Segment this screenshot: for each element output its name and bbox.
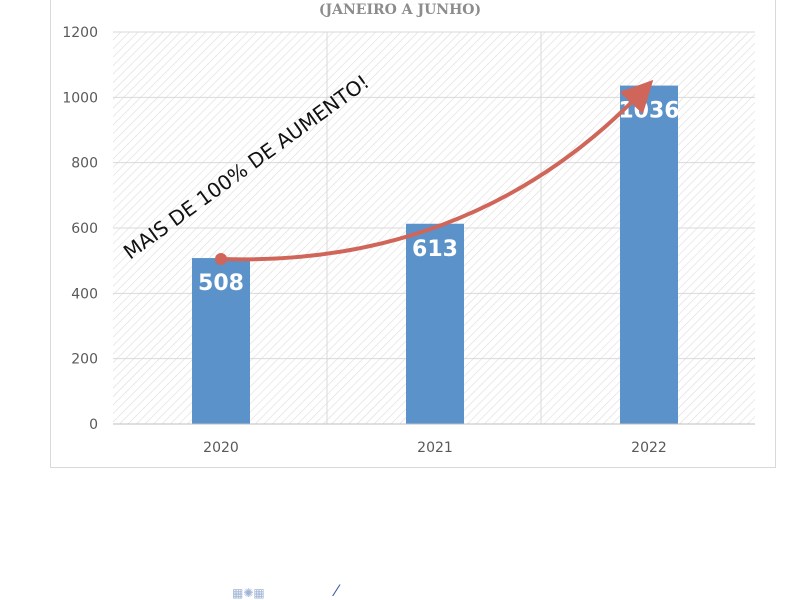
chart-frame — [50, 0, 776, 468]
growth-arrow — [220, 79, 654, 262]
y-tick-label: 1000 — [62, 90, 98, 106]
data-label: 1036 — [618, 99, 679, 124]
bar — [192, 258, 250, 424]
y-tick-label: 600 — [71, 221, 98, 237]
y-tick-label: 800 — [71, 156, 98, 172]
y-tick-label: 200 — [71, 352, 98, 368]
bar — [620, 85, 678, 424]
y-tick-label: 400 — [71, 286, 98, 302]
y-tick-label: 1200 — [62, 25, 98, 41]
x-tick-label: 2022 — [631, 440, 667, 456]
x-tick-label: 2021 — [417, 440, 453, 456]
data-label: 508 — [198, 271, 244, 296]
chart-subtitle: (JANEIRO A JUNHO) — [318, 2, 482, 18]
y-tick-label: 0 — [89, 417, 98, 433]
arrow-start-dot — [215, 253, 227, 265]
logo-emblem-icon: ▦✺▦ — [232, 586, 265, 600]
x-tick-label: 2020 — [203, 440, 239, 456]
logo-mark-icon: ⁄ — [335, 581, 338, 600]
data-label: 613 — [412, 237, 458, 262]
bar — [406, 223, 464, 424]
